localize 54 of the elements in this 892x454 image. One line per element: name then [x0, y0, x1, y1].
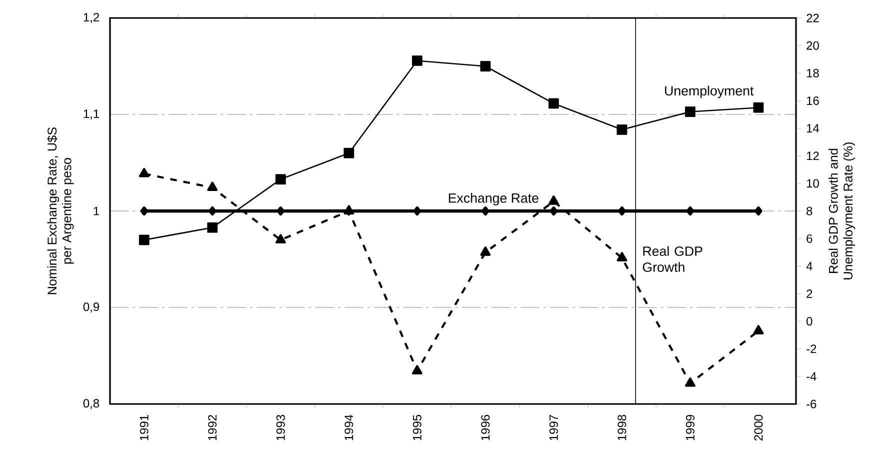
y2-tick-label: 14 [806, 124, 820, 132]
x-tick-label: 1992 [208, 415, 217, 440]
y-tick-label: 1,1 [84, 110, 100, 120]
y2-tick-label: 22 [806, 14, 819, 22]
y2-tick-label: 6 [806, 234, 812, 243]
y2-tick-label: 10 [806, 179, 819, 188]
point [548, 98, 559, 109]
x-tick-label: 1994 [344, 414, 354, 440]
point [138, 234, 150, 246]
y2-tick-label: 12 [806, 152, 819, 160]
y2-tick-label: 0 [806, 317, 812, 326]
y2-tick-label: 20 [806, 41, 819, 50]
y-tick-label: 0,8 [83, 399, 100, 409]
point [275, 174, 286, 184]
y-axis-title: Nominal Exchange Rate, U$S per Argentine peso [47, 127, 74, 294]
point [685, 106, 696, 117]
x-tick-label: 1997 [549, 415, 558, 440]
point [412, 365, 422, 374]
point [480, 246, 491, 256]
point [207, 182, 218, 192]
series-label: Unemployment [665, 86, 754, 98]
x-tick-label: 2000 [754, 414, 763, 440]
x-tick-label: 1998 [618, 414, 626, 440]
y2-axis-title: Real GDP Growth and Unemployment Rate (%) [828, 142, 856, 280]
x-tick-label: 1991 [140, 414, 148, 440]
point [616, 124, 628, 135]
point [275, 234, 286, 244]
point [412, 56, 422, 66]
point [616, 252, 628, 262]
x-tick-label: 1996 [481, 414, 490, 440]
point [684, 377, 696, 387]
point [753, 325, 764, 334]
point [138, 168, 150, 178]
y2-tick-label: -4 [806, 372, 816, 381]
x-tick-label: 1999 [686, 414, 694, 440]
y-tick-label: 1,2 [84, 13, 99, 23]
x-tick-label: 1995 [412, 414, 422, 440]
y2-tick-label: 2 [806, 290, 812, 298]
y2-tick-label: 4 [806, 262, 812, 270]
y2-tick-label: 8 [806, 206, 812, 216]
series-label: Real GDP Growth [642, 246, 702, 272]
y2-tick-label: -6 [806, 400, 816, 408]
point [207, 222, 218, 233]
y-tick-label: 1 [94, 206, 100, 216]
point [548, 195, 559, 205]
x-tick-label: 1993 [276, 414, 285, 440]
y2-tick-label: 16 [806, 96, 819, 105]
point [753, 102, 764, 113]
y2-tick-label: 18 [806, 68, 819, 78]
point [344, 148, 354, 158]
y-tick-label: 0,9 [83, 302, 100, 312]
point [480, 61, 491, 72]
y2-tick-label: -2 [806, 344, 816, 354]
series-label: Exchange Rate [448, 192, 538, 206]
